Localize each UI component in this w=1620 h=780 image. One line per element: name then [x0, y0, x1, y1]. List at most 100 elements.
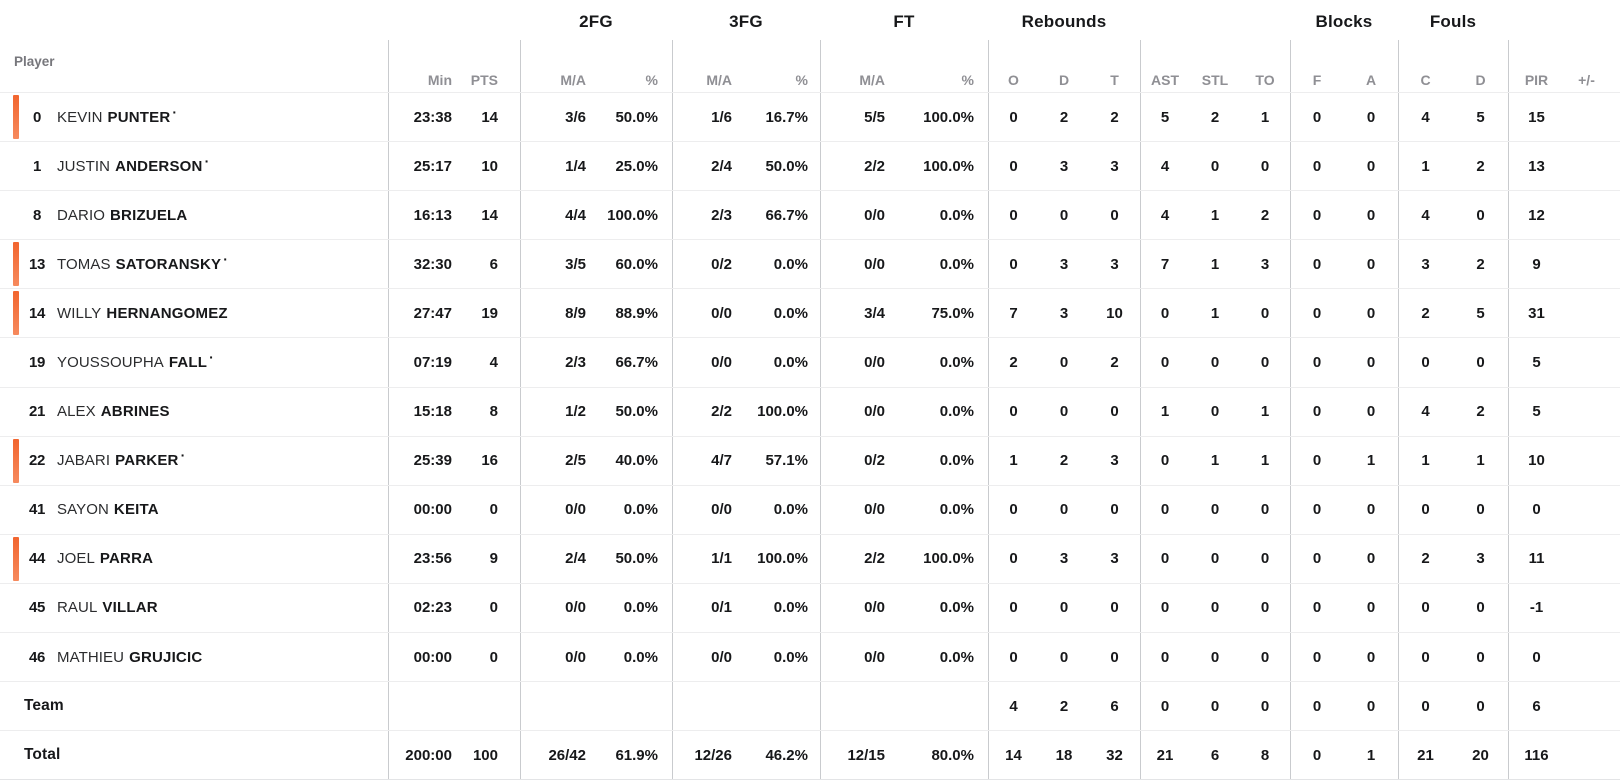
- stat-cell: 32:30: [413, 255, 452, 273]
- stat-cell: [1565, 437, 1620, 485]
- stat-cell: 0: [1476, 206, 1485, 224]
- stat-cell: 2/2: [864, 550, 885, 568]
- stat-cell: 0: [1260, 157, 1270, 175]
- stat-cell: 2: [1059, 697, 1069, 715]
- player-name-cell[interactable]: 19 YOUSSOUPHA FALL ·: [0, 338, 388, 386]
- stat-header-ma: M/A: [560, 72, 586, 88]
- stat-cell: 50.0%: [615, 108, 658, 126]
- player-name-cell[interactable]: 13 TOMAS SATORANSKY ·: [0, 240, 388, 288]
- stat-cell: 61.9%: [615, 746, 658, 764]
- player-name: DARIO BRIZUELA: [57, 207, 187, 224]
- stat-cell: 0/1: [711, 599, 732, 617]
- stat-cell: 4: [1421, 206, 1430, 224]
- stat-cell: 1: [1366, 746, 1376, 764]
- stat-cell: 5/5: [864, 108, 885, 126]
- stat-column-headers: Min PTS M/A% M/A% M/A% O D T AST STL TO F A C D PIR +/-: [0, 68, 1620, 92]
- stat-cell: 0: [1476, 599, 1485, 617]
- player-first-name: MATHIEU: [57, 648, 125, 666]
- stat-cell: 2: [1110, 108, 1119, 126]
- stat-header-a: A: [1365, 72, 1377, 88]
- on-court-indicator: [13, 536, 19, 581]
- player-name: WILLY HERNANGOMEZ: [57, 305, 228, 322]
- stat-cell: 100.0%: [923, 157, 974, 175]
- stat-header-: %: [645, 72, 658, 88]
- stat-cell: 1/4: [565, 157, 586, 175]
- stat-cell: 0: [489, 648, 498, 666]
- stat-cell: 2/2: [711, 403, 732, 421]
- stat-cell: 0: [1210, 157, 1220, 175]
- stat-cell: 0: [1260, 697, 1270, 715]
- player-name-cell[interactable]: 44 JOEL PARRA: [0, 535, 388, 583]
- player-name-cell[interactable]: 46 MATHIEU GRUJICIC: [0, 633, 388, 681]
- stat-cell: 10: [481, 157, 498, 175]
- stat-header-to: TO: [1255, 72, 1275, 88]
- stat-header-t: T: [1110, 72, 1119, 88]
- player-row: 41 SAYON KEITA 00:00 0 0/0 0.0% 0/0 0.0% 0/0 0.0% 0…: [0, 484, 1620, 534]
- stat-cell: 100.0%: [923, 108, 974, 126]
- stat-cell: 0: [489, 501, 498, 519]
- stat-cell: 0: [1009, 501, 1018, 519]
- stat-cell: 6: [1210, 746, 1220, 764]
- player-name-cell[interactable]: 14 WILLY HERNANGOMEZ: [0, 289, 388, 337]
- column-divider: [388, 40, 389, 780]
- stat-cell: 1: [1210, 255, 1220, 273]
- player-first-name: KEVIN: [57, 108, 103, 126]
- stat-cell: 0: [1009, 403, 1018, 421]
- stat-cell: 4: [1421, 108, 1430, 126]
- on-court-indicator: [13, 291, 19, 336]
- player-name-cell[interactable]: 1 JUSTIN ANDERSON ·: [0, 142, 388, 190]
- stat-cell: 1: [1009, 452, 1018, 470]
- stat-cell: 0: [1476, 501, 1485, 519]
- stat-cell: 0.0%: [773, 648, 808, 666]
- stat-cell: 0: [1532, 501, 1541, 519]
- row-label-cell: Team: [0, 682, 388, 730]
- stat-cell: 0: [1366, 599, 1376, 617]
- jersey-number: 0: [32, 108, 42, 126]
- stat-cell: 0: [1059, 206, 1069, 224]
- stat-cell: 0: [1009, 255, 1018, 273]
- row-label-cell: Total: [0, 731, 388, 779]
- stat-cell: 200:00: [405, 746, 452, 764]
- stat-cell: 26/42: [548, 746, 586, 764]
- stat-cell: 0: [1366, 501, 1376, 519]
- stat-cell: 0/0: [864, 648, 885, 666]
- stat-header-: %: [795, 72, 808, 88]
- stat-cell: 0: [1366, 648, 1376, 666]
- table-body: 0 KEVIN PUNTER · 23:38 14 3/6 50.0% 1/6 16.7% 5/5 1…: [0, 92, 1620, 779]
- player-name-cell[interactable]: 41 SAYON KEITA: [0, 486, 388, 534]
- player-last-name: FALL: [168, 354, 208, 372]
- player-name-cell[interactable]: 45 RAUL VILLAR: [0, 584, 388, 632]
- player-row: 14 WILLY HERNANGOMEZ 27:47 19 8/9 88.9% 0/0 0.0%…: [0, 288, 1620, 337]
- stat-cell: 1: [1210, 206, 1220, 224]
- player-name-cell[interactable]: 0 KEVIN PUNTER ·: [0, 93, 388, 141]
- stat-header-d: D: [1058, 72, 1070, 88]
- player-last-name: HERNANGOMEZ: [106, 304, 228, 322]
- stat-cell: 50.0%: [615, 403, 658, 421]
- stat-cell: 0: [1160, 697, 1170, 715]
- stat-cell: 8: [489, 403, 498, 421]
- stat-cell: 0: [1059, 648, 1069, 666]
- player-name-cell[interactable]: 22 JABARI PARKER ·: [0, 437, 388, 485]
- player-name-cell[interactable]: 21 ALEX ABRINES: [0, 388, 388, 436]
- stat-cell: [1565, 142, 1620, 190]
- stat-cell: 00:00: [413, 501, 452, 519]
- stat-cell: 0: [1421, 648, 1430, 666]
- stat-cell: 0/0: [711, 354, 732, 372]
- stat-cell: 25:39: [413, 452, 452, 470]
- jersey-number: 45: [28, 599, 46, 617]
- player-first-name: TOMAS: [57, 255, 111, 273]
- stat-cell: 9: [489, 550, 498, 568]
- stat-cell: 15: [1528, 108, 1545, 126]
- stat-cell: [388, 682, 462, 730]
- player-row: 19 YOUSSOUPHA FALL · 07:19 4 2/3 66.7% 0/0 0.0% 0/…: [0, 337, 1620, 386]
- starter-dot: ·: [209, 349, 214, 366]
- stat-cell: 0: [1312, 304, 1322, 322]
- stat-cell: 0/2: [864, 452, 885, 470]
- stat-cell: 4/7: [711, 452, 732, 470]
- player-name-cell[interactable]: 8 DARIO BRIZUELA: [0, 191, 388, 239]
- stat-cell: [905, 682, 988, 730]
- stat-cell: 0: [1210, 648, 1220, 666]
- stat-cell: 0: [1366, 354, 1376, 372]
- stat-cell: 14: [481, 206, 498, 224]
- row-label: Total: [24, 746, 61, 764]
